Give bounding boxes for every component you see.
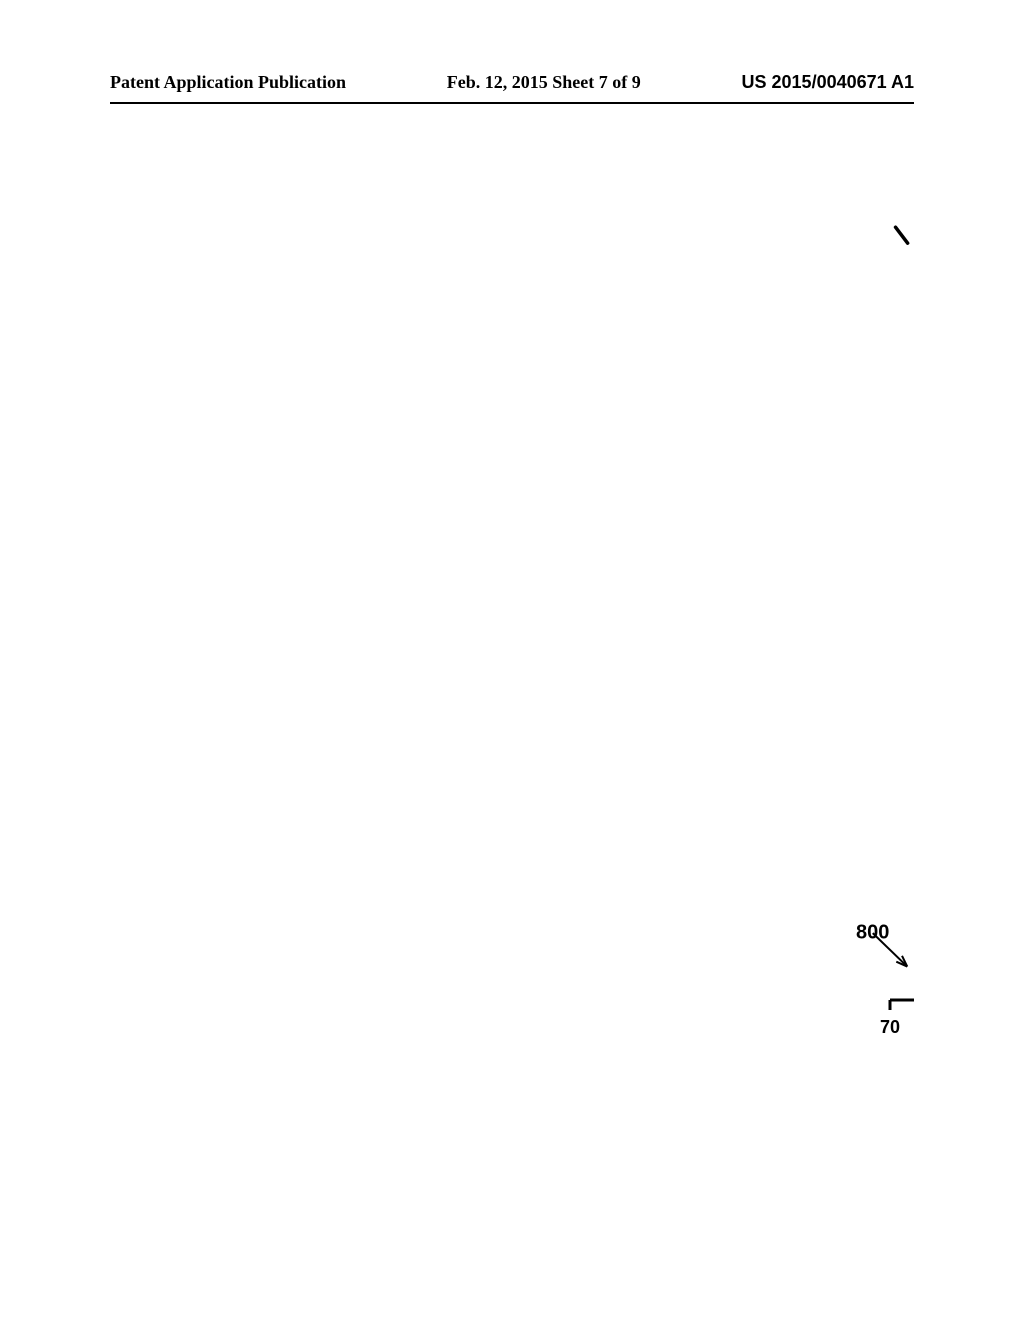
header-rule bbox=[110, 102, 914, 104]
header-center: Feb. 12, 2015 Sheet 7 of 9 bbox=[447, 72, 641, 93]
figure-svg: 20406080100120140160TIME IN MICROSECONDS… bbox=[110, 160, 914, 1160]
series-810 bbox=[890, 220, 914, 1000]
svg-text:70: 70 bbox=[880, 1017, 900, 1037]
figure-8: 20406080100120140160TIME IN MICROSECONDS… bbox=[110, 160, 914, 1160]
callout-800: 800 bbox=[856, 921, 889, 943]
header-left: Patent Application Publication bbox=[110, 72, 346, 93]
header-right: US 2015/0040671 A1 bbox=[742, 72, 914, 93]
page-header: Patent Application Publication Feb. 12, … bbox=[0, 72, 1024, 93]
